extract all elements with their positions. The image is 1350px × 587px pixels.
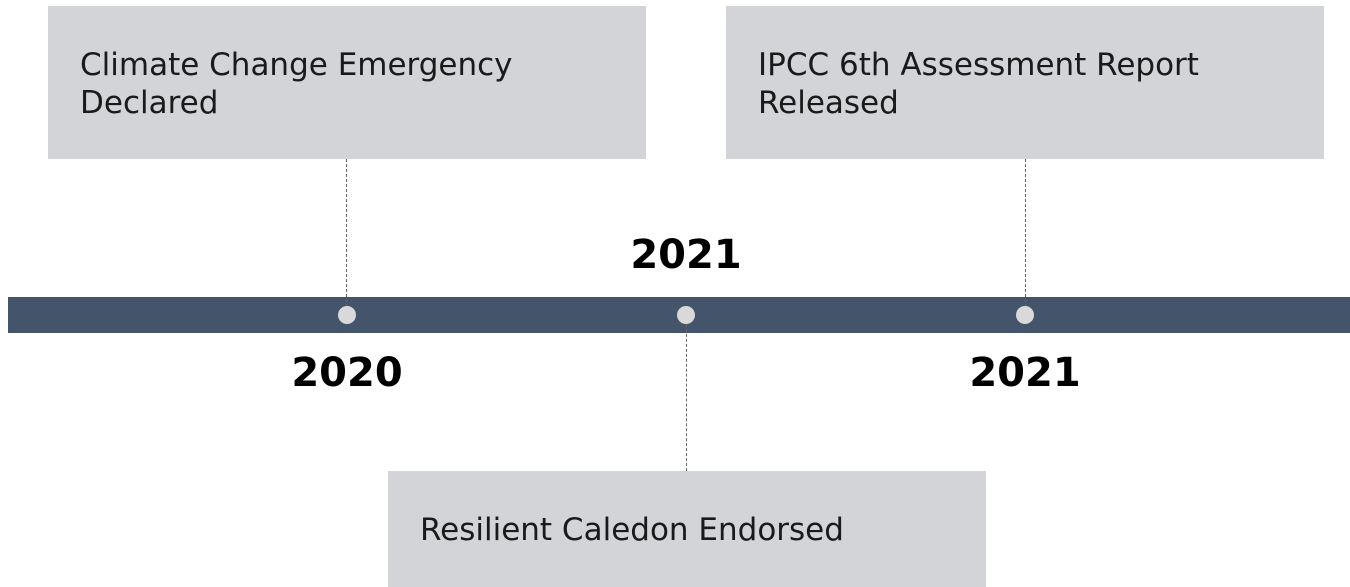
event-year: 2021 bbox=[969, 350, 1081, 396]
event-label: IPCC 6th Assessment Report Released bbox=[758, 47, 1199, 121]
event-dot bbox=[677, 306, 695, 324]
event-box: Climate Change Emergency Declared bbox=[48, 6, 646, 159]
event-label: Climate Change Emergency Declared bbox=[80, 47, 513, 121]
event-box: Resilient Caledon Endorsed bbox=[388, 471, 986, 587]
connector bbox=[686, 324, 687, 471]
event-year: 2021 bbox=[630, 232, 742, 278]
connector bbox=[346, 159, 347, 307]
event-box: IPCC 6th Assessment Report Released bbox=[726, 6, 1324, 159]
event-dot bbox=[1016, 306, 1034, 324]
event-label: Resilient Caledon Endorsed bbox=[420, 512, 844, 548]
event-dot bbox=[338, 306, 356, 324]
event-year: 2020 bbox=[291, 350, 403, 396]
connector bbox=[1025, 159, 1026, 307]
